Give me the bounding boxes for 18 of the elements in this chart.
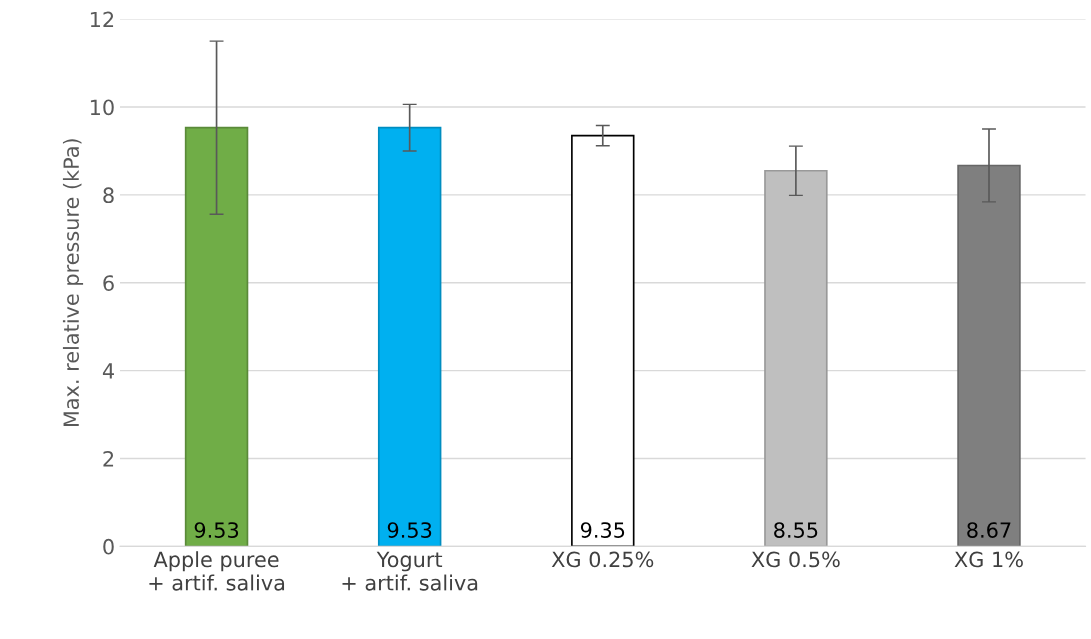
y-tick-label: 4: [102, 363, 114, 379]
data-label: 9.53: [387, 522, 432, 538]
data-label: 8.67: [967, 522, 1011, 538]
x-tick-label: XG 0.25%: [551, 551, 654, 568]
y-axis-title: Max. relative pressure (kPa): [62, 139, 84, 427]
data-label: 9.35: [580, 522, 625, 538]
x-tick-label: XG 1%: [954, 551, 1023, 568]
y-tick-label: 6: [103, 275, 114, 291]
x-tick-label: Apple puree + artif. saliva: [149, 551, 285, 591]
data-label: 8.55: [774, 522, 818, 538]
y-tick-label: 0: [103, 538, 114, 555]
y-tick-label: 12: [90, 11, 114, 28]
y-tick-label: 2: [103, 450, 114, 467]
x-tick-label: Yogurt + artif. saliva: [342, 551, 478, 591]
y-tick-label: 8: [103, 187, 114, 204]
data-label: 9.53: [194, 522, 239, 538]
y-tick-label: 10: [90, 99, 114, 116]
x-tick-label: XG 0.5%: [751, 551, 840, 568]
